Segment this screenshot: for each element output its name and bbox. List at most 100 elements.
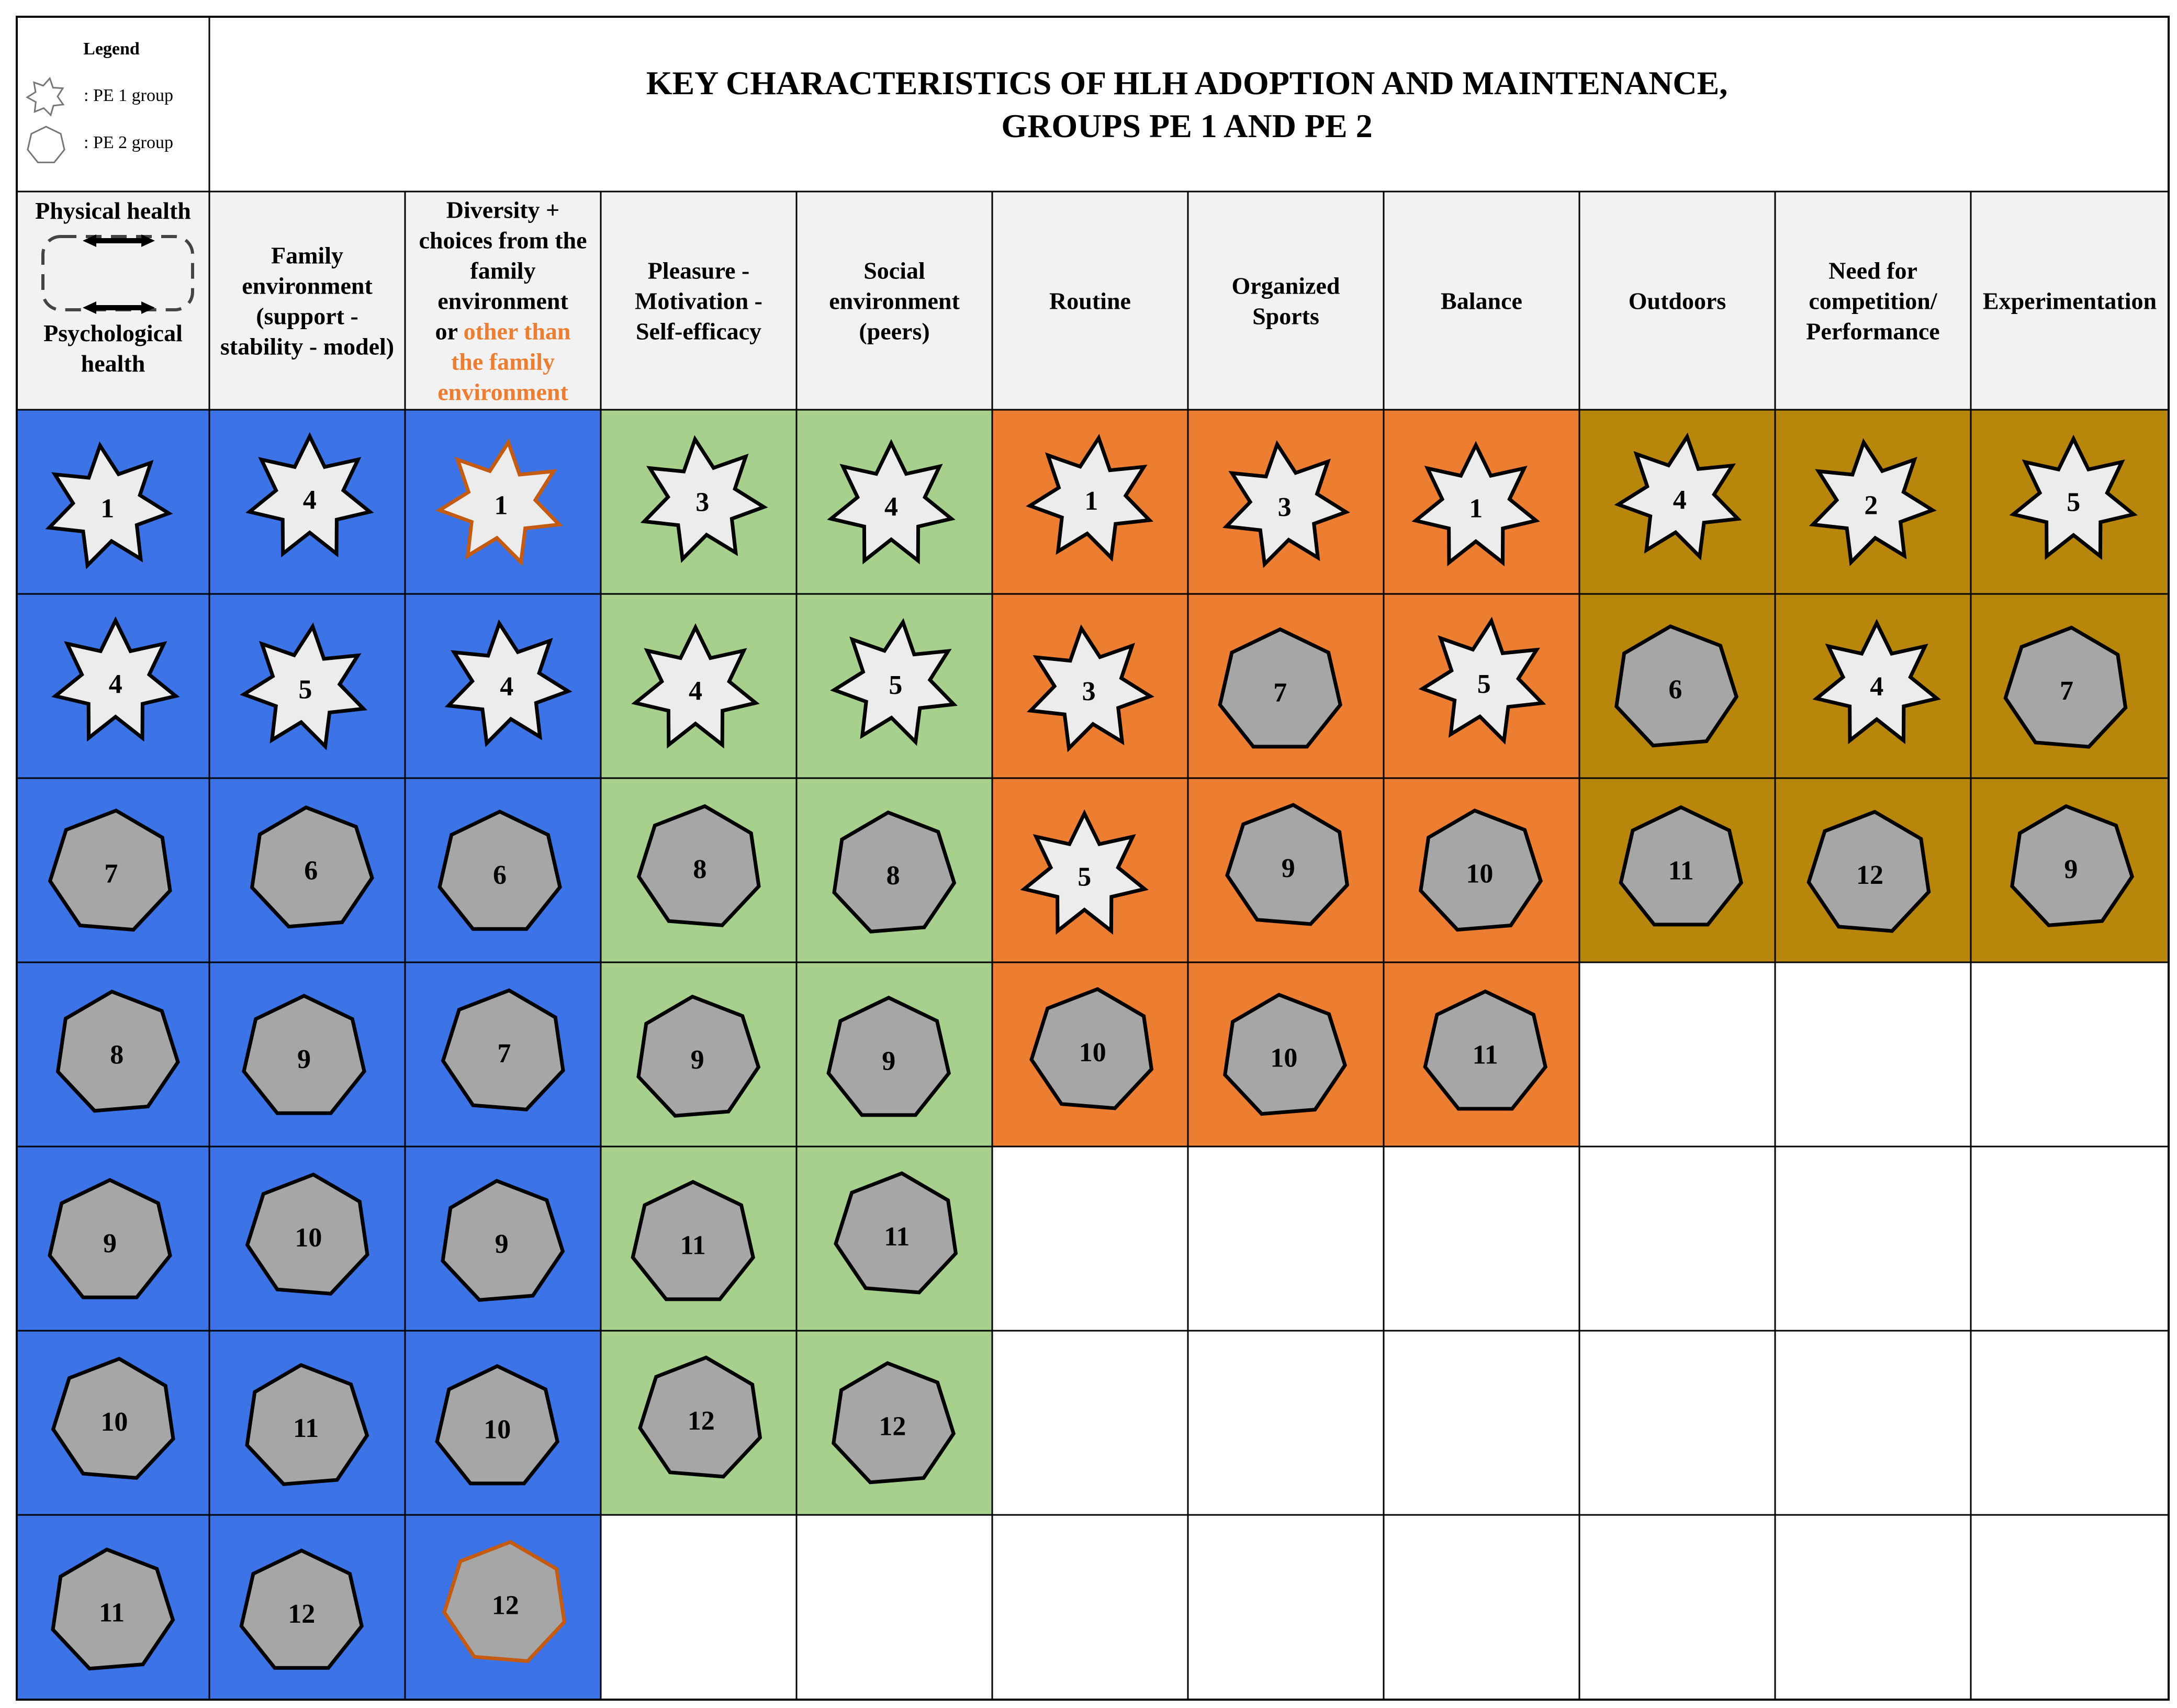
column-header-2-line: environment bbox=[437, 288, 568, 314]
pe2-heptagon-marker: 7 bbox=[441, 988, 565, 1111]
marker-number: 6 bbox=[304, 856, 318, 886]
marker-number: 9 bbox=[882, 1047, 895, 1076]
double-arrow-icon bbox=[83, 234, 155, 247]
heptagon-icon bbox=[1029, 987, 1154, 1110]
marker-number: 12 bbox=[288, 1599, 315, 1629]
column-header-9-line: Performance bbox=[1806, 318, 1939, 345]
heptagon-icon bbox=[51, 1547, 175, 1671]
heptagon-icon bbox=[2003, 625, 2128, 749]
column-header-2-line: choices from the bbox=[419, 227, 587, 254]
heptagon-icon bbox=[1419, 808, 1543, 932]
heptagon-icon bbox=[1614, 624, 1739, 748]
heptagon-icon bbox=[48, 1178, 172, 1299]
marker-number: 10 bbox=[1270, 1043, 1297, 1073]
pe2-heptagon-marker: 10 bbox=[1419, 808, 1543, 932]
column-header-1-line: environment bbox=[242, 273, 373, 299]
heptagon-icon bbox=[1806, 810, 1931, 933]
heptagon-icon bbox=[832, 810, 957, 934]
table-grid bbox=[17, 192, 2169, 410]
marker-number: 12 bbox=[1856, 860, 1883, 890]
column-headers: Physical health Psychological health Family… bbox=[35, 197, 2157, 406]
marker-number: 11 bbox=[680, 1231, 706, 1261]
header-row-background bbox=[17, 192, 2169, 410]
marker-number: 4 bbox=[109, 669, 122, 699]
marker-number: 12 bbox=[492, 1590, 519, 1620]
star-icon bbox=[631, 623, 760, 749]
marker-number: 9 bbox=[495, 1229, 509, 1259]
pe2-heptagon-marker: 12 bbox=[239, 1548, 364, 1670]
heptagon-icon bbox=[2010, 804, 2135, 927]
pe1-star-marker: 5 bbox=[2009, 434, 2138, 560]
marker-number: 5 bbox=[889, 670, 902, 700]
marker-number: 5 bbox=[298, 675, 312, 705]
pe2-heptagon-marker: 12 bbox=[832, 1361, 956, 1485]
marker-number: 8 bbox=[693, 855, 706, 884]
pe1-star-marker: 1 bbox=[1026, 434, 1154, 562]
pe2-heptagon-marker: 7 bbox=[2003, 625, 2128, 749]
legend-star-shape bbox=[26, 76, 65, 117]
heptagon-icon bbox=[245, 1363, 369, 1486]
heptagon-icon bbox=[636, 994, 761, 1118]
star-icon bbox=[1222, 440, 1350, 568]
star-icon bbox=[830, 618, 958, 746]
marker-number: 9 bbox=[103, 1229, 117, 1258]
pe1-star-marker: 3 bbox=[640, 435, 768, 563]
marker-number: 11 bbox=[1668, 856, 1694, 886]
pe2-heptagon-marker: 11 bbox=[1423, 989, 1547, 1111]
marker-number: 8 bbox=[110, 1040, 124, 1070]
marker-number: 5 bbox=[2067, 488, 2080, 518]
column-header-2-line: or other than bbox=[435, 318, 571, 345]
title-line-2: GROUPS PE 1 AND PE 2 bbox=[1001, 107, 1372, 144]
pe2-heptagon-marker: 9 bbox=[1225, 803, 1350, 926]
table-body: 1478910114569101112146791012348911124589… bbox=[17, 410, 2169, 1700]
marker-number: 9 bbox=[1282, 853, 1295, 883]
star-icon bbox=[435, 438, 564, 566]
pe2-heptagon-marker: 11 bbox=[834, 1171, 958, 1295]
heptagon-icon bbox=[826, 995, 951, 1117]
marker-number: 5 bbox=[1477, 669, 1491, 699]
marker-number: 4 bbox=[500, 672, 513, 702]
marker-number: 12 bbox=[688, 1406, 715, 1436]
column-header-6-line: Organized bbox=[1232, 273, 1340, 299]
column-header-2-line: the family bbox=[451, 349, 555, 375]
pe2-heptagon-marker: 9 bbox=[48, 1178, 172, 1299]
marker-number: 7 bbox=[1273, 678, 1287, 708]
grid-lines bbox=[16, 16, 2170, 1701]
pe1-star-marker: 4 bbox=[51, 616, 180, 742]
star-icon bbox=[1812, 619, 1941, 745]
pe2-heptagon-marker: 12 bbox=[1806, 810, 1931, 933]
pe1-star-marker: 3 bbox=[1026, 624, 1154, 752]
column-header-7-line: Balance bbox=[1441, 288, 1522, 314]
heptagon-icon bbox=[441, 1178, 565, 1302]
double-arrow-icon bbox=[83, 301, 155, 314]
pe2-heptagon-marker: 7 bbox=[1218, 627, 1342, 749]
pe1-star-marker: 4 bbox=[1812, 619, 1941, 745]
heptagon-icon bbox=[1218, 627, 1342, 749]
marker-number: 3 bbox=[1278, 492, 1292, 522]
pe1-star-marker: 5 bbox=[1020, 809, 1149, 935]
star-icon bbox=[827, 439, 956, 565]
pe2-heptagon-marker: 10 bbox=[435, 1364, 559, 1486]
pe2-heptagon-marker: 6 bbox=[437, 810, 562, 931]
marker-number: 9 bbox=[691, 1045, 704, 1075]
star-icon bbox=[240, 622, 368, 750]
pe2-heptagon-marker: 11 bbox=[1619, 805, 1743, 927]
heptagon-icon bbox=[832, 1361, 956, 1485]
column-header-8-line: Outdoors bbox=[1629, 288, 1726, 314]
column-header-1-line: (support - bbox=[256, 303, 358, 330]
column-header-1-line: Family bbox=[271, 242, 343, 269]
pe2-heptagon-marker: 12 bbox=[638, 1355, 762, 1479]
heptagon-icon bbox=[55, 990, 180, 1113]
marker-number: 10 bbox=[484, 1415, 511, 1445]
star-icon bbox=[2009, 434, 2138, 560]
legend-label-pe1: : PE 1 group bbox=[84, 86, 173, 105]
pe2-heptagon-marker: 10 bbox=[1029, 987, 1154, 1110]
heptagon-icon bbox=[48, 808, 172, 932]
marker-number: 5 bbox=[1078, 862, 1091, 892]
column-header-4-line: (peers) bbox=[859, 318, 929, 345]
heptagon-icon bbox=[442, 1540, 567, 1664]
column-header-6-line: Sports bbox=[1252, 303, 1319, 330]
star-icon bbox=[1020, 809, 1149, 935]
column-header-3-line: Pleasure - bbox=[648, 257, 750, 284]
